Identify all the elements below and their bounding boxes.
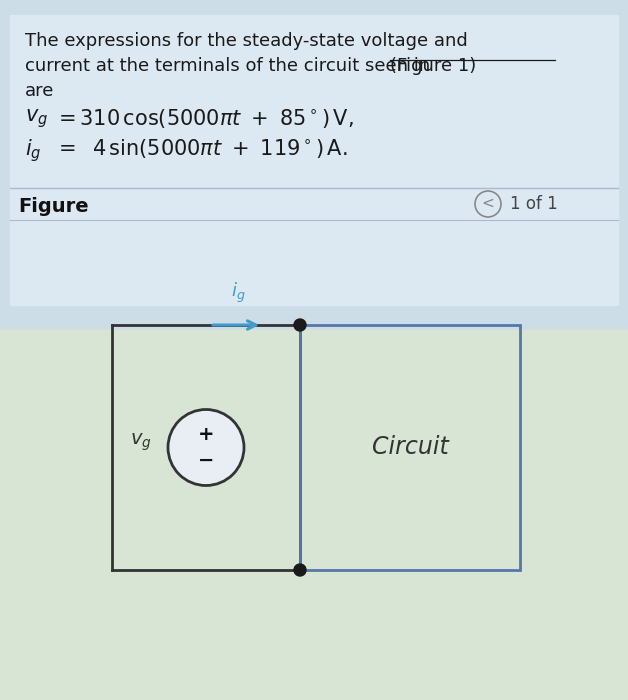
Text: $=\;\ 4\,\sin(5000\pi t\ +\ 119^\circ)\,\mathrm{A.}$: $=\;\ 4\,\sin(5000\pi t\ +\ 119^\circ)\,… (54, 137, 347, 160)
Circle shape (294, 319, 306, 331)
Text: $v_g$: $v_g$ (130, 432, 152, 454)
Bar (0, 0, 628, 330)
Text: are: are (25, 82, 55, 100)
Text: $= 310\,\cos(5000\pi t\ +\ 85^\circ)\,\mathrm{V},$: $= 310\,\cos(5000\pi t\ +\ 85^\circ)\,\m… (54, 107, 354, 130)
Text: <: < (482, 195, 494, 211)
Text: $i_g$: $i_g$ (230, 281, 246, 305)
Text: current at the terminals of the circuit seen in: current at the terminals of the circuit … (25, 57, 436, 75)
Bar (300, 325, 520, 570)
Text: $v_g$: $v_g$ (25, 107, 48, 130)
Bar (10, 15, 618, 305)
Text: 1 of 1: 1 of 1 (510, 195, 558, 213)
Circle shape (168, 410, 244, 486)
Text: $i_g$: $i_g$ (25, 137, 41, 164)
Bar (0, 330, 628, 700)
Text: Figure: Figure (18, 197, 89, 216)
Text: −: − (198, 451, 214, 470)
Text: (Figure 1): (Figure 1) (390, 57, 476, 75)
Circle shape (294, 564, 306, 576)
Text: +: + (198, 425, 214, 444)
Text: The expressions for the steady-state voltage and: The expressions for the steady-state vol… (25, 32, 468, 50)
Text: Circuit: Circuit (372, 435, 448, 459)
